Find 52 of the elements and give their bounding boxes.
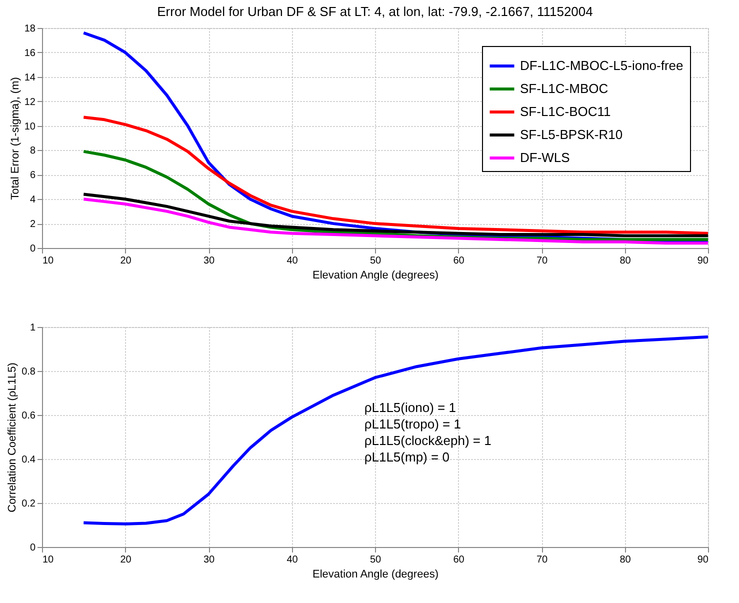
y-axis-title: Total Error (1-sigma), (m) — [9, 77, 22, 200]
legend-label: DF-L1C-MBOC-L5-iono-free — [520, 58, 684, 73]
x-tick-label: 50 — [370, 554, 382, 566]
x-tick-label: 80 — [620, 554, 632, 566]
legend-label: SF-L5-BPSK-R10 — [520, 127, 623, 142]
x-tick-label: 70 — [536, 554, 548, 566]
legend-label: SF-L1C-MBOC — [520, 81, 608, 96]
legend-label: SF-L1C-BOC11 — [520, 104, 611, 119]
annotation: ρL1L5(iono) = 1 — [364, 400, 456, 415]
y-tick-label: 0 — [30, 244, 36, 254]
x-tick-label: 10 — [42, 554, 54, 566]
y-tick-label: 1 — [30, 322, 36, 334]
x-tick-label: 80 — [620, 256, 632, 266]
line-series — [82, 335, 708, 526]
y-tick-label: 12 — [24, 96, 36, 108]
y-tick-label: 14 — [24, 72, 36, 84]
y-tick-label: 4 — [30, 194, 36, 206]
annotation: ρL1L5(clock&eph) = 1 — [364, 432, 492, 448]
line-series — [82, 116, 708, 235]
x-axis-title: Elevation Angle (degrees) — [312, 270, 438, 282]
x-tick-label: 60 — [453, 554, 465, 566]
annotation: ρL1L5(mp) = 0 — [364, 449, 450, 464]
x-tick-label: 60 — [453, 256, 465, 266]
x-tick-label: 10 — [42, 256, 54, 266]
x-tick-label: 40 — [286, 554, 298, 566]
x-tick-label: 90 — [697, 554, 709, 566]
y-tick-label: 0 — [30, 542, 36, 554]
y-axis-title: Correlation Coefficient (ρL1L5) — [6, 362, 19, 512]
y-tick-label: 0.2 — [22, 498, 36, 510]
x-tick-label: 90 — [697, 256, 709, 266]
y-tick-label: 16 — [24, 48, 36, 59]
annotation: ρL1L5(tropo) = 1 — [364, 416, 461, 432]
x-tick-label: 70 — [536, 256, 548, 266]
x-tick-label: 40 — [286, 256, 298, 266]
x-tick-label: 20 — [120, 256, 132, 266]
x-tick-label: 50 — [370, 256, 382, 266]
y-tick-label: 18 — [24, 24, 36, 34]
y-tick-label: 0.8 — [22, 366, 36, 378]
x-tick-label: 20 — [120, 554, 132, 566]
y-tick-label: 10 — [24, 121, 36, 132]
y-tick-label: 0.6 — [22, 410, 36, 422]
legend-label: DF-WLS — [520, 150, 570, 165]
y-tick-label: 8 — [30, 146, 36, 157]
y-tick-label: 2 — [30, 219, 36, 230]
x-tick-label: 30 — [203, 256, 215, 266]
x-axis-title: Elevation Angle (degrees) — [312, 568, 438, 580]
line-series — [82, 198, 708, 245]
chart-title: Error Model for Urban DF & SF at LT: 4, at lon, lat: -79.9, -2.1667, 11152004 — [157, 4, 593, 19]
line-series — [82, 192, 708, 238]
y-tick-label: 6 — [30, 170, 36, 182]
x-tick-label: 30 — [203, 554, 215, 566]
y-tick-label: 0.4 — [22, 454, 36, 466]
